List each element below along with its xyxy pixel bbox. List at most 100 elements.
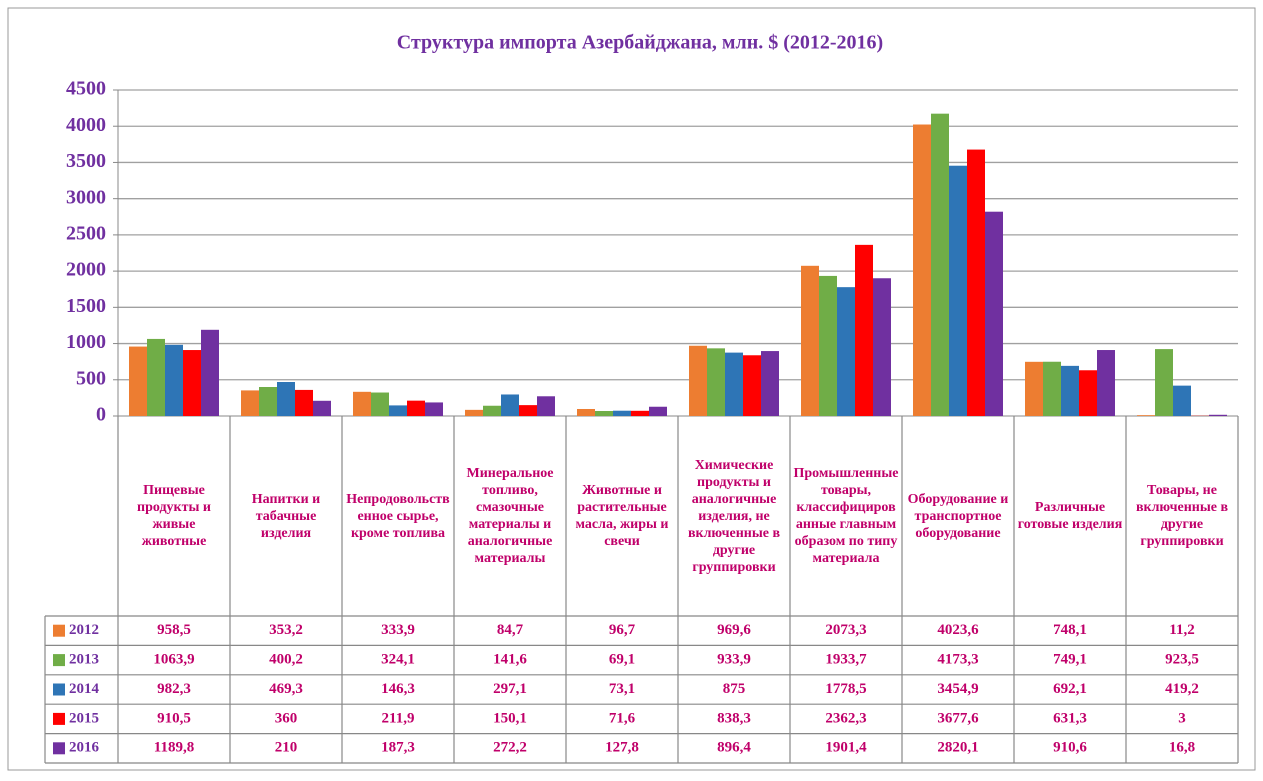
data-table-value: 11,2 <box>1169 622 1194 638</box>
data-table-value: 469,3 <box>269 681 303 697</box>
bar <box>985 212 1003 416</box>
legend-label: 2013 <box>69 652 99 668</box>
bar <box>855 245 873 416</box>
data-table-value: 69,1 <box>609 652 635 668</box>
data-table-value: 71,6 <box>609 710 636 726</box>
data-table-value: 1189,8 <box>154 740 194 756</box>
legend-label: 2014 <box>69 681 100 697</box>
bar <box>1155 349 1173 416</box>
legend-label: 2012 <box>69 622 99 638</box>
x-tick-label: Товары, не включенные в другие группиров… <box>1126 416 1238 616</box>
x-tick-label: Непродовольственное сырье, кроме топлива <box>342 416 454 616</box>
bar <box>837 287 855 416</box>
data-table-value: 3 <box>1178 710 1186 726</box>
x-tick-label: Промышленные товары, классифицированные … <box>790 416 902 616</box>
data-table-value: 146,3 <box>381 681 415 697</box>
bar <box>931 114 949 416</box>
data-table-value: 272,2 <box>493 740 527 756</box>
data-table-value: 1901,4 <box>825 740 867 756</box>
legend-key <box>53 625 65 637</box>
bar <box>407 401 425 416</box>
bar <box>201 330 219 416</box>
data-table-value: 923,5 <box>1165 652 1199 668</box>
y-tick-label: 4000 <box>66 114 106 136</box>
bar <box>425 402 443 416</box>
bar <box>259 387 277 416</box>
bar <box>389 405 407 416</box>
data-table-value: 2073,3 <box>825 622 866 638</box>
bar <box>1173 386 1191 416</box>
data-table-value: 324,1 <box>381 652 415 668</box>
bar <box>873 278 891 416</box>
data-table-value: 875 <box>723 681 746 697</box>
bar <box>183 350 201 416</box>
data-table-value: 187,3 <box>381 740 415 756</box>
bar <box>949 166 967 416</box>
x-tick-label: Различные готовые изделия <box>1014 416 1126 616</box>
x-tick-label: Оборудование и транспортное оборудование <box>902 416 1014 616</box>
bar <box>1025 362 1043 416</box>
bar <box>371 393 389 416</box>
y-tick-label: 3000 <box>66 186 106 208</box>
bar <box>819 276 837 416</box>
data-table-value: 1778,5 <box>825 681 866 697</box>
data-table-value: 631,3 <box>1053 710 1087 726</box>
data-table-value: 353,2 <box>269 622 303 638</box>
data-table-value: 692,1 <box>1053 681 1087 697</box>
y-tick-label: 2500 <box>66 222 106 244</box>
data-table-value: 141,6 <box>493 652 527 668</box>
data-table-value: 982,3 <box>157 681 191 697</box>
data-table-value: 2820,1 <box>937 740 978 756</box>
x-tick-label: Животные и растительные масла, жиры и св… <box>566 416 678 616</box>
bar <box>577 409 595 416</box>
data-table-value: 360 <box>275 710 298 726</box>
bar <box>537 396 555 416</box>
data-table-value: 96,7 <box>609 622 636 638</box>
bar <box>743 355 761 416</box>
bar <box>967 150 985 416</box>
data-table-value: 4023,6 <box>937 622 979 638</box>
y-tick-label: 500 <box>76 367 106 389</box>
bar <box>147 339 165 416</box>
bar <box>913 125 931 416</box>
bar <box>707 348 725 416</box>
bar <box>519 405 537 416</box>
bar <box>483 406 501 416</box>
y-tick-label: 1500 <box>66 295 106 317</box>
data-table-value: 16,8 <box>1169 740 1195 756</box>
legend-key <box>53 713 65 725</box>
legend-key <box>53 654 65 666</box>
bar <box>501 394 519 416</box>
bar <box>277 382 295 416</box>
data-table-value: 958,5 <box>157 622 191 638</box>
bar <box>165 345 183 416</box>
data-table-value: 333,9 <box>381 622 415 638</box>
data-table-value: 1933,7 <box>825 652 867 668</box>
x-tick-label: Напитки и табачные изделия <box>230 416 342 616</box>
legend-label: 2016 <box>69 740 100 756</box>
bar <box>1079 370 1097 416</box>
data-table-value: 838,3 <box>717 710 751 726</box>
data-table-value: 84,7 <box>497 622 524 638</box>
data-table-value: 419,2 <box>1165 681 1199 697</box>
data-table-value: 4173,3 <box>937 652 978 668</box>
legend-key <box>53 684 65 696</box>
x-tick-label: Пищевые продукты и живые животные <box>118 416 230 616</box>
data-table-value: 400,2 <box>269 652 303 668</box>
data-table-value: 969,6 <box>717 622 751 638</box>
data-table-value: 933,9 <box>717 652 751 668</box>
data-table-value: 1063,9 <box>153 652 194 668</box>
data-table-value: 749,1 <box>1053 652 1087 668</box>
bar <box>241 390 259 416</box>
legend-key <box>53 742 65 754</box>
data-table-value: 210 <box>275 740 298 756</box>
y-tick-label: 1000 <box>66 331 106 353</box>
data-table-value: 910,5 <box>157 710 191 726</box>
data-table-value: 3454,9 <box>937 681 978 697</box>
data-table-value: 896,4 <box>717 740 751 756</box>
bar <box>295 390 313 416</box>
data-table-value: 127,8 <box>605 740 639 756</box>
bar <box>689 346 707 416</box>
bar <box>1061 366 1079 416</box>
